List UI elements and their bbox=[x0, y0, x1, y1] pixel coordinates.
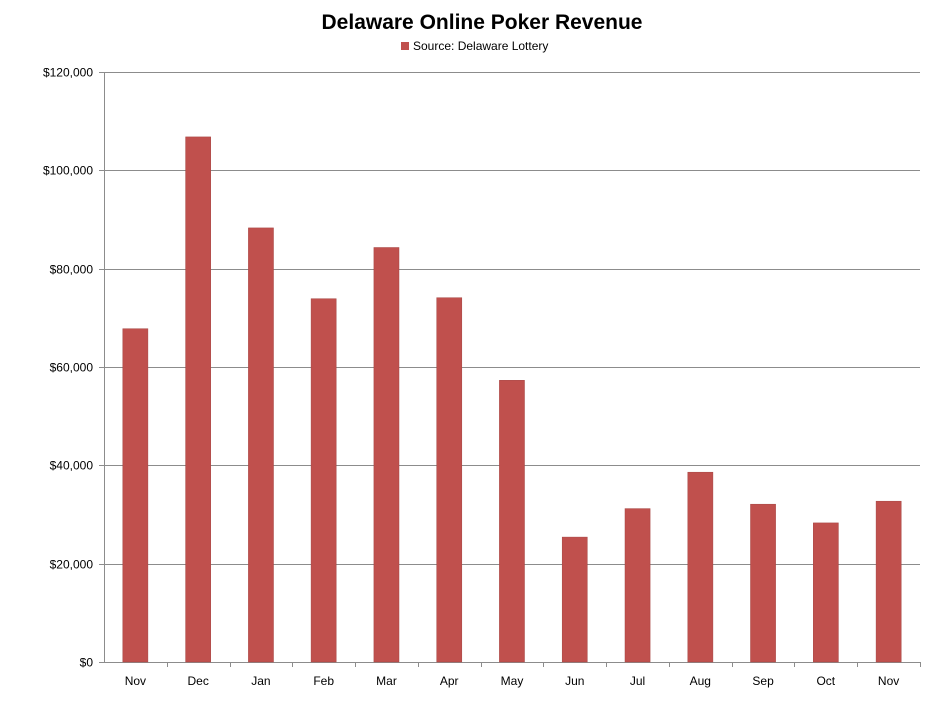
x-tick-label: Jul bbox=[630, 674, 645, 688]
gridlines bbox=[104, 72, 920, 565]
x-tick-label: Nov bbox=[125, 674, 146, 688]
x-tick-label: Apr bbox=[440, 674, 459, 688]
legend: Source: Delaware Lottery bbox=[401, 39, 548, 53]
legend-label: Source: Delaware Lottery bbox=[413, 39, 548, 53]
legend-swatch bbox=[401, 42, 409, 50]
x-tick-label: Feb bbox=[313, 674, 334, 688]
x-tick-label: Oct bbox=[816, 674, 835, 688]
x-tick-label: Jun bbox=[565, 674, 584, 688]
bar bbox=[561, 536, 588, 663]
bar bbox=[624, 508, 651, 663]
y-tick-label: $120,000 bbox=[43, 66, 93, 80]
y-tick-label: $40,000 bbox=[50, 459, 94, 473]
bar bbox=[436, 297, 463, 663]
x-tick-label: Nov bbox=[878, 674, 899, 688]
bar bbox=[185, 136, 211, 663]
y-axis-ticks: $0 $20,000 $40,000 $60,000 $80,000 $100,000 $1… bbox=[43, 66, 93, 670]
bar bbox=[813, 522, 839, 663]
x-tick-label: Dec bbox=[188, 674, 209, 688]
bar bbox=[499, 380, 525, 663]
bar bbox=[248, 227, 274, 663]
bar bbox=[310, 298, 337, 663]
y-tick-label: $0 bbox=[80, 656, 94, 670]
bar bbox=[122, 328, 149, 663]
bars bbox=[122, 136, 902, 663]
x-tick-label: Aug bbox=[690, 674, 711, 688]
y-tick-label: $20,000 bbox=[50, 558, 94, 572]
bar bbox=[687, 471, 714, 663]
chart-title: Delaware Online Poker Revenue bbox=[322, 11, 643, 34]
x-tick-label: Mar bbox=[376, 674, 397, 688]
y-tick-label: $60,000 bbox=[50, 361, 94, 375]
bar bbox=[875, 500, 902, 663]
bar bbox=[373, 247, 400, 663]
bar bbox=[750, 503, 776, 663]
y-tick-label: $80,000 bbox=[50, 263, 94, 277]
x-axis-ticks: Nov Dec Jan Feb Mar Apr May Jun Jul Aug Sep Oct Nov bbox=[125, 674, 900, 688]
x-tick-label: May bbox=[501, 674, 524, 688]
x-tick-label: Sep bbox=[752, 674, 774, 688]
x-tick-label: Jan bbox=[251, 674, 270, 688]
axes bbox=[99, 72, 921, 667]
y-tick-label: $100,000 bbox=[43, 164, 93, 178]
